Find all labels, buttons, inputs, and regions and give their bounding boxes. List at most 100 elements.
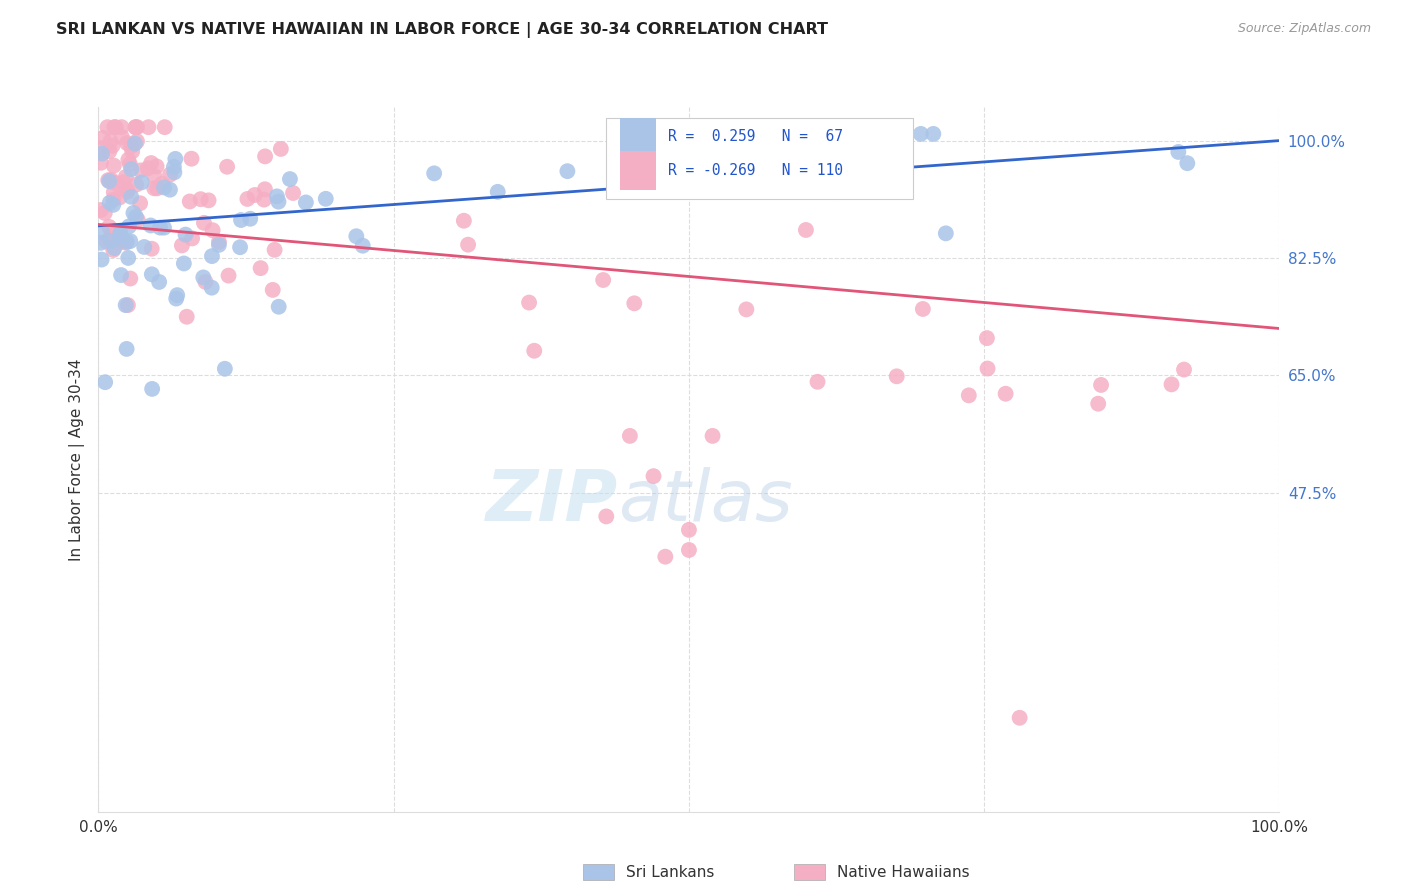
Point — [1173, 362, 1195, 376]
Point — [114, 298, 136, 312]
Point — [103, 193, 125, 207]
Point — [935, 227, 957, 241]
Point — [163, 160, 186, 174]
Point — [165, 152, 187, 166]
Point — [127, 213, 149, 227]
Point — [120, 271, 142, 285]
Point — [735, 302, 758, 317]
Point — [453, 213, 475, 227]
Point — [115, 136, 138, 150]
Point — [103, 120, 125, 135]
Point — [922, 127, 945, 141]
Point — [148, 275, 170, 289]
Point — [124, 120, 146, 135]
Point — [153, 180, 176, 194]
Point — [124, 120, 146, 135]
Point — [267, 194, 290, 209]
Point — [423, 166, 446, 180]
Point — [138, 120, 160, 135]
Point — [176, 310, 198, 324]
Point — [131, 175, 153, 189]
Point — [352, 238, 374, 252]
Point — [97, 173, 120, 187]
Point — [141, 382, 163, 396]
Point — [115, 342, 138, 356]
Text: ZIP: ZIP — [486, 467, 619, 536]
Point — [262, 283, 284, 297]
Point — [166, 288, 188, 302]
Point — [595, 509, 617, 524]
Point — [229, 240, 252, 254]
Point — [121, 145, 143, 159]
Point — [253, 182, 276, 196]
Point — [643, 469, 665, 483]
Point — [153, 220, 176, 235]
Point — [208, 235, 231, 249]
Point — [117, 251, 139, 265]
Point — [94, 375, 117, 389]
Point — [120, 162, 142, 177]
Point — [98, 145, 121, 159]
Point — [136, 161, 159, 176]
Point — [91, 130, 114, 145]
Point — [117, 298, 139, 312]
Point — [103, 243, 125, 257]
Point — [254, 149, 277, 163]
Bar — [620, 152, 655, 190]
Point — [103, 198, 125, 212]
Point — [678, 523, 700, 537]
Point — [100, 173, 122, 187]
Point — [592, 273, 614, 287]
Point — [1087, 397, 1109, 411]
Point — [824, 185, 846, 199]
Point — [1008, 711, 1031, 725]
Point — [180, 152, 202, 166]
Point — [108, 190, 131, 204]
Point — [110, 226, 132, 240]
Point — [101, 138, 124, 153]
Point — [129, 163, 152, 178]
Point — [794, 223, 817, 237]
Point — [104, 176, 127, 190]
Point — [236, 192, 259, 206]
Point — [702, 429, 724, 443]
Point — [120, 139, 142, 153]
Point — [170, 238, 193, 252]
Bar — [620, 118, 655, 156]
Point — [90, 202, 112, 217]
Point — [129, 196, 152, 211]
Point — [94, 206, 117, 220]
Point — [1167, 145, 1189, 159]
Point — [911, 301, 934, 316]
Point — [103, 225, 125, 239]
Point — [217, 160, 239, 174]
Point — [253, 193, 276, 207]
Point — [295, 195, 318, 210]
Point — [619, 429, 641, 443]
Point — [120, 190, 142, 204]
Point — [146, 181, 169, 195]
Point — [523, 343, 546, 358]
Point — [125, 134, 148, 148]
Point — [124, 136, 146, 151]
Point — [153, 120, 176, 135]
Point — [149, 220, 172, 235]
Point — [957, 388, 980, 402]
Point — [344, 229, 367, 244]
Text: SRI LANKAN VS NATIVE HAWAIIAN IN LABOR FORCE | AGE 30-34 CORRELATION CHART: SRI LANKAN VS NATIVE HAWAIIAN IN LABOR F… — [56, 22, 828, 38]
Point — [96, 235, 118, 249]
Point — [165, 292, 187, 306]
Point — [201, 223, 224, 237]
FancyBboxPatch shape — [606, 118, 914, 199]
Point — [678, 543, 700, 558]
Point — [886, 369, 908, 384]
Point — [486, 185, 509, 199]
Point — [125, 178, 148, 192]
Point — [1160, 377, 1182, 392]
Point — [91, 146, 114, 161]
Point — [115, 235, 138, 249]
Text: Source: ZipAtlas.com: Source: ZipAtlas.com — [1237, 22, 1371, 36]
Point — [118, 219, 141, 234]
Point — [103, 241, 125, 255]
Point — [141, 268, 163, 282]
